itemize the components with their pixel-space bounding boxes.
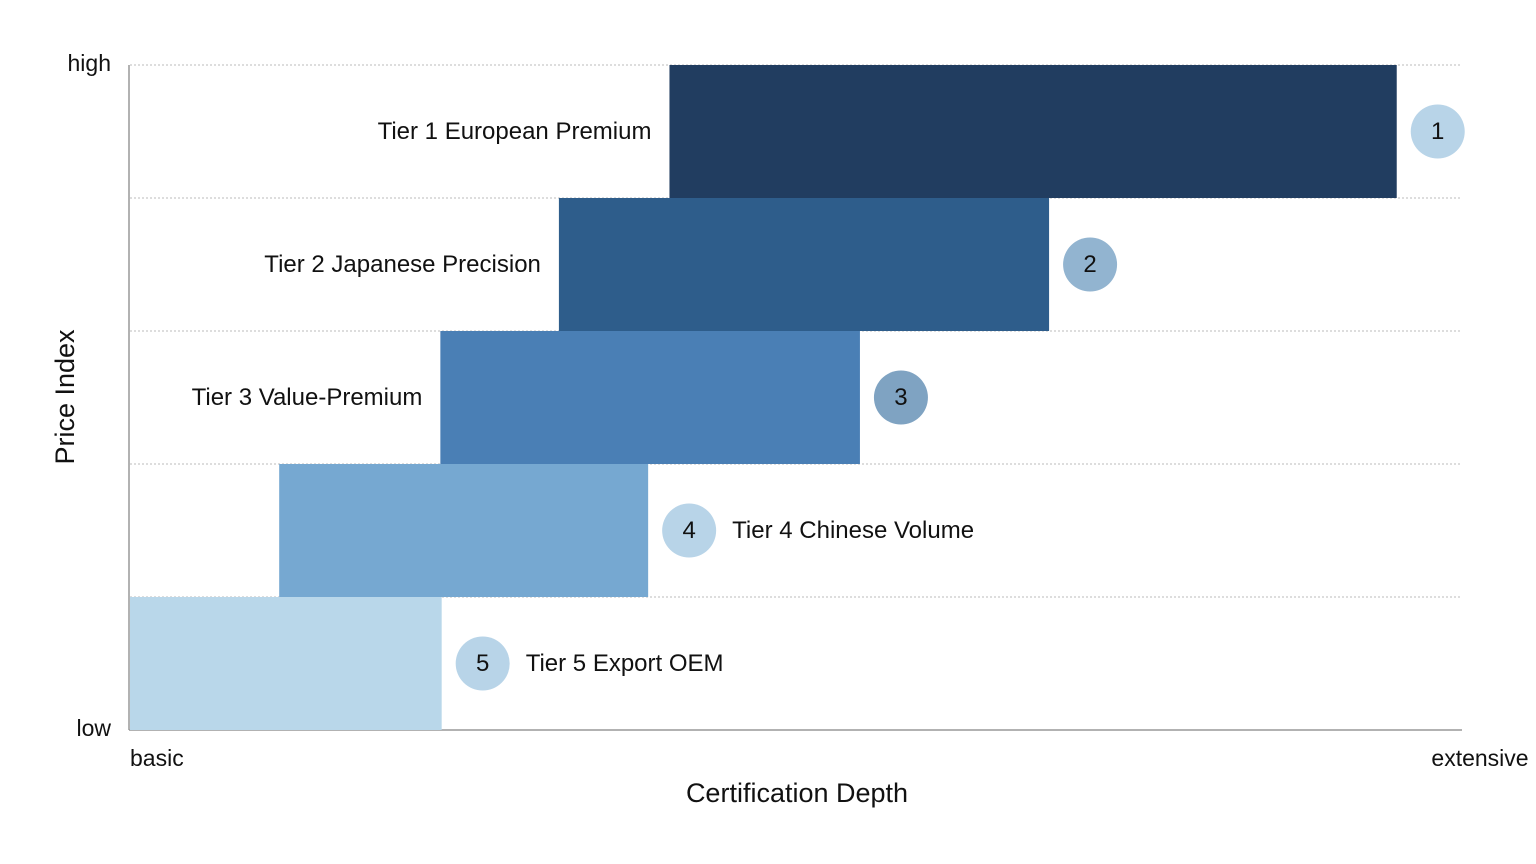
rank-label: 5 xyxy=(476,650,489,677)
bar xyxy=(440,331,860,464)
x-axis-title: Certification Depth xyxy=(686,778,908,808)
bar xyxy=(130,597,442,730)
rank-label: 3 xyxy=(894,384,907,411)
y-tick-label: high xyxy=(68,50,111,76)
y-axis-title: Price Index xyxy=(50,329,80,465)
y-tick-label: low xyxy=(76,715,111,741)
bar xyxy=(558,198,1050,331)
rank-badge xyxy=(1063,237,1118,292)
tier-label: Tier 1 European Premium xyxy=(378,118,652,145)
rank-badge xyxy=(455,636,510,691)
x-tick-label: extensive xyxy=(1431,745,1528,771)
rank-badge xyxy=(873,370,928,425)
rank-badge xyxy=(1410,104,1465,159)
rank-label: 1 xyxy=(1431,118,1444,145)
tier-label: Tier 5 Export OEM xyxy=(526,650,724,677)
x-tick-label: basic xyxy=(130,745,184,771)
rank-badge xyxy=(662,503,717,558)
bar xyxy=(669,65,1397,198)
rank-label: 2 xyxy=(1083,251,1096,278)
tier-label: Tier 4 Chinese Volume xyxy=(732,517,974,544)
rank-label: 4 xyxy=(682,517,695,544)
tier-label: Tier 3 Value-Premium xyxy=(192,384,423,411)
tier-label: Tier 2 Japanese Precision xyxy=(264,251,541,278)
bar xyxy=(279,464,649,597)
